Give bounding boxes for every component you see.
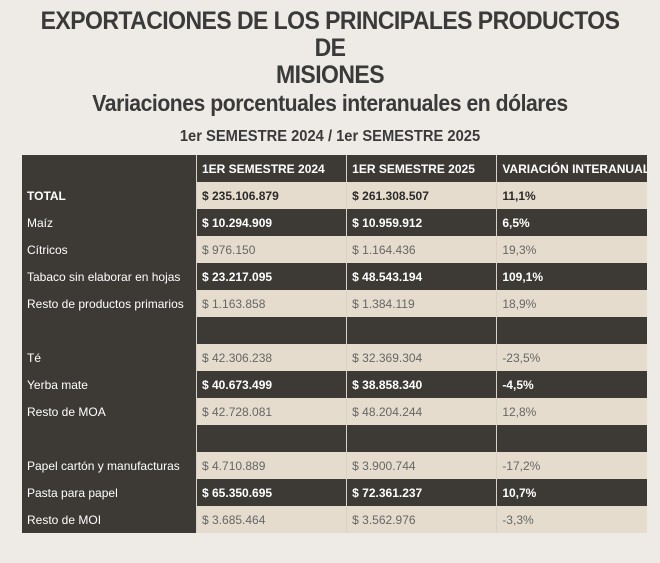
table-row: Té $ 42.306.238 $ 32.369.304 -23,5% xyxy=(22,344,647,371)
table-cell: $ 261.308.507 xyxy=(346,182,497,209)
exports-table: 1ER SEMESTRE 2024 1ER SEMESTRE 2025 VARIAC… xyxy=(22,155,647,533)
row-label: Tabaco sin elaborar en hojas xyxy=(22,263,197,290)
table-cell xyxy=(346,317,497,344)
table-cell: $ 32.369.304 xyxy=(346,344,497,371)
table-cell: -4,5% xyxy=(496,371,647,398)
table-row: Resto de MOI $ 3.685.464 $ 3.562.976 -3,3% xyxy=(22,506,647,533)
table-cell: $ 42.728.081 xyxy=(195,398,347,425)
table-cell: 19,3% xyxy=(496,236,647,263)
table-cell: 109,1% xyxy=(496,263,647,290)
table-row: Papel cartón y manufacturas $ 4.710.889 $ … xyxy=(22,452,647,479)
table-cell: $ 40.673.499 xyxy=(195,371,347,398)
table-row: Resto de productos primarios $ 1.163.858 $… xyxy=(22,290,647,317)
row-label: Té xyxy=(22,344,197,371)
row-label xyxy=(22,317,197,344)
table-cell: 6,5% xyxy=(496,209,647,236)
table-cell: $ 235.106.879 xyxy=(195,182,347,209)
row-label: Cítricos xyxy=(22,236,197,263)
table-cell: $ 3.900.744 xyxy=(346,452,497,479)
row-label: Yerba mate xyxy=(22,371,197,398)
table-row: Maíz $ 10.294.909 $ 10.959.912 6,5% xyxy=(22,209,647,236)
table-cell: $ 42.306.238 xyxy=(195,344,347,371)
table-cell xyxy=(195,317,347,344)
table-cell xyxy=(195,425,347,452)
table-cell: $ 3.685.464 xyxy=(195,506,347,533)
table-row: Tabaco sin elaborar en hojas $ 23.217.095… xyxy=(22,263,647,290)
table-cell xyxy=(346,425,497,452)
period: 1er SEMESTRE 2024 / 1er SEMESTRE 2025 xyxy=(179,128,481,145)
row-label: Resto de MOI xyxy=(22,506,197,533)
row-label: Resto de MOA xyxy=(22,398,197,425)
table-cell: $ 38.858.340 xyxy=(346,371,497,398)
table-cell: $ 48.543.194 xyxy=(346,263,497,290)
table-cell: $ 48.204.244 xyxy=(346,398,497,425)
table-cell: $ 10.959.912 xyxy=(346,209,497,236)
table-cell: $ 4.710.889 xyxy=(195,452,347,479)
table-header-row: 1ER SEMESTRE 2024 1ER SEMESTRE 2025 VARIAC… xyxy=(22,155,647,182)
title-line-2: MISIONES xyxy=(275,61,385,89)
table-cell: -23,5% xyxy=(496,344,647,371)
table-row: Pasta para papel $ 65.350.695 $ 72.361.237… xyxy=(22,479,647,506)
table-row: Cítricos $ 976.150 $ 1.164.436 19,3% xyxy=(22,236,647,263)
table-row: Resto de MOA $ 42.728.081 $ 48.204.244 12,8… xyxy=(22,398,647,425)
table-cell: 18,9% xyxy=(496,290,647,317)
spacer-row xyxy=(22,317,647,344)
table-cell xyxy=(496,425,647,452)
table-row: Yerba mate $ 40.673.499 $ 38.858.340 -4,5% xyxy=(22,371,647,398)
title-line-1: EXPORTACIONES DE LOS PRINCIPALES PRODUCT… xyxy=(40,7,620,62)
column-header: 1ER SEMESTRE 2024 xyxy=(195,155,347,182)
table-cell: $ 72.361.237 xyxy=(346,479,497,506)
table-cell: -17,2% xyxy=(496,452,647,479)
table-cell: $ 23.217.095 xyxy=(195,263,347,290)
table-cell: 11,1% xyxy=(496,182,647,209)
table-cell: $ 1.384.119 xyxy=(346,290,497,317)
table-cell: -3,3% xyxy=(496,506,647,533)
column-header: 1ER SEMESTRE 2025 xyxy=(346,155,497,182)
table-cell: 12,8% xyxy=(496,398,647,425)
column-header: VARIACIÓN INTERANUAL xyxy=(496,155,647,182)
row-label: TOTAL xyxy=(22,182,197,209)
table-cell: $ 10.294.909 xyxy=(195,209,347,236)
table-row: TOTAL $ 235.106.879 $ 261.308.507 11,1% xyxy=(22,182,647,209)
row-label: Papel cartón y manufacturas xyxy=(22,452,197,479)
row-label: Pasta para papel xyxy=(22,479,197,506)
row-label: Maíz xyxy=(22,209,197,236)
spacer-row xyxy=(22,425,647,452)
table-cell: $ 65.350.695 xyxy=(195,479,347,506)
table-cell: 10,7% xyxy=(496,479,647,506)
row-label xyxy=(22,425,197,452)
table-cell: $ 3.562.976 xyxy=(346,506,497,533)
title-block: EXPORTACIONES DE LOS PRINCIPALES PRODUCT… xyxy=(0,8,660,147)
table-cell: $ 1.164.436 xyxy=(346,236,497,263)
table-cell xyxy=(496,317,647,344)
row-label: Resto de productos primarios xyxy=(22,290,197,317)
column-header xyxy=(22,155,197,182)
subtitle: Variaciones porcentuales interanuales en… xyxy=(92,90,568,116)
table-cell: $ 976.150 xyxy=(195,236,347,263)
table-cell: $ 1.163.858 xyxy=(195,290,347,317)
